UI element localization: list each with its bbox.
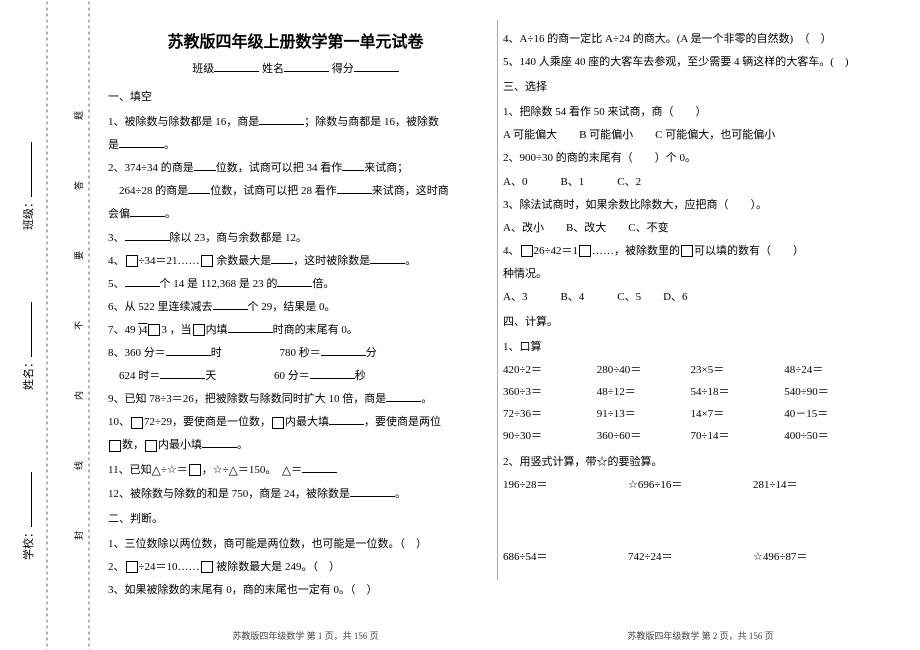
q10-line2: 数，内最小填。 (108, 434, 483, 457)
binding-mark-6: 答 (72, 181, 85, 190)
x3: 3、除法试商时，如果余数比除数大，应把商（ ）。 (503, 194, 878, 217)
calc-row-3: 72÷36＝91÷13＝14×7＝40－15＝ (503, 403, 878, 425)
x4-line1: 4、26÷42＝1……，被除数里的可以填的数有（ ） (503, 240, 878, 263)
r4: 4、A÷16 的商一定比 A÷24 的商大。(A 是一个非零的自然数) （ ） (503, 28, 878, 51)
x4-options: A、3 B、4 C、5 D、6 (503, 286, 878, 309)
q5: 5、个 14 是 112,368 是 23 的倍。 (108, 273, 483, 296)
section-2-head: 二、判断。 (108, 508, 483, 531)
binding-field-class: 班级： (20, 142, 36, 230)
binding-mark-3: 内 (72, 391, 85, 400)
x4-line2: 种情况。 (503, 263, 878, 286)
q7: 7、49 )43 ，当内填时商的末尾有 0。 (108, 319, 483, 342)
j1: 1、三位数除以两位数，商可能是两位数，也可能是一位数。（ ） (108, 533, 483, 556)
section-3-head: 三、选择 (503, 76, 878, 99)
q12: 12、被除数与除数的和是 750，商是 24，被除数是。 (108, 483, 483, 506)
section-1-head: 一、填空 (108, 86, 483, 109)
j3: 3、如果被除数的末尾有 0，商的末尾也一定有 0。（ ） (108, 579, 483, 602)
binding-field-school: 学校： (20, 472, 36, 560)
section-4-head: 四、计算。 (503, 311, 878, 334)
left-column: 苏教版四年级上册数学第一单元试卷 班级 姓名 得分 一、填空 1、被除数与除数都… (100, 10, 495, 650)
q2-line1: 2、374÷34 的商是位数，试商可以把 34 看作来试商； (108, 157, 483, 180)
q11: 11、已知△÷☆＝，☆÷△＝150。 △＝ (108, 458, 483, 483)
q4: 4、÷34＝21…… 余数最大是，这时被除数是。 (108, 250, 483, 273)
q10-line1: 10、72÷29，要使商是一位数，内最大填，要使商是两位 (108, 411, 483, 434)
j2: 2、÷24＝10…… 被除数最大是 249。（ ） (108, 556, 483, 579)
binding-dots-2 (88, 0, 90, 650)
binding-margin: 学校： 姓名： 班级： 封 线 内 不 要 答 题 (0, 0, 90, 650)
exam-title: 苏教版四年级上册数学第一单元试卷 (108, 28, 483, 52)
binding-mark-7: 题 (72, 111, 85, 120)
q1-line2: 是。 (108, 134, 483, 157)
binding-mark-1: 封 (72, 531, 85, 540)
calc-1-head: 1、口算 (503, 336, 878, 359)
q3: 3、除以 23，商与余数都是 12。 (108, 227, 483, 250)
x2-options: A、0 B、1 C、2 (503, 171, 878, 194)
q2-line3: 会偏。 (108, 203, 483, 226)
x3-options: A、改小 B、改大 C、不变 (503, 217, 878, 240)
q8-line1: 8、360 分＝时 780 秒＝分 (108, 342, 483, 365)
vert-row-2: 686÷54＝742÷24＝☆496÷87＝ (503, 546, 878, 568)
footer-right: 苏教版四年级数学 第 2 页，共 156 页 (503, 629, 898, 642)
right-column: 4、A÷16 的商一定比 A÷24 的商大。(A 是一个非零的自然数) （ ） … (495, 10, 890, 650)
triangle-icon: △ (152, 458, 161, 483)
calc-2-head: 2、用竖式计算，带☆的要验算。 (503, 451, 878, 474)
calc-row-4: 90÷30＝360÷60＝70÷14＝400÷50＝ (503, 425, 878, 447)
page-content: 苏教版四年级上册数学第一单元试卷 班级 姓名 得分 一、填空 1、被除数与除数都… (100, 10, 920, 650)
x2: 2、900÷30 的商的末尾有（ ）个 0。 (503, 147, 878, 170)
footer-left: 苏教版四年级数学 第 1 页，共 156 页 (108, 629, 503, 642)
vert-row-1: 196÷28＝☆696÷16＝281÷14＝ (503, 474, 878, 496)
q9: 9、已知 78÷3＝26，把被除数与除数同时扩大 10 倍，商是。 (108, 388, 483, 411)
calc-row-1: 420÷2＝280÷40＝23×5＝48÷24＝ (503, 359, 878, 381)
q6: 6、从 522 里连续减去个 29，结果是 0。 (108, 296, 483, 319)
binding-mark-5: 要 (72, 251, 85, 260)
binding-dots (46, 0, 48, 650)
work-space-1 (503, 496, 878, 546)
star-icon: ☆ (167, 459, 177, 482)
x1-options: A 可能偏大 B 可能偏小 C 可能偏大，也可能偏小 (503, 124, 878, 147)
q1-line1: 1、被除数与除数都是 16，商是；除数与商都是 16，被除数 (108, 111, 483, 134)
calc-row-2: 360÷3＝48÷12＝54÷18＝540÷90＝ (503, 381, 878, 403)
r5: 5、140 人乘座 40 座的大客车去参观，至少需要 4 辆这样的大客车。( ) (503, 51, 878, 74)
q8-line2: 624 时＝天 60 分＝秒 (108, 365, 483, 388)
binding-mark-2: 线 (72, 461, 85, 470)
x1: 1、把除数 54 看作 50 来试商，商（ ） (503, 101, 878, 124)
binding-mark-4: 不 (72, 321, 85, 330)
binding-field-name: 姓名： (20, 302, 36, 390)
q2-line2: 264÷28 的商是位数，试商可以把 28 看作来试商，这时商 (108, 180, 483, 203)
exam-subhead: 班级 姓名 得分 (108, 60, 483, 76)
